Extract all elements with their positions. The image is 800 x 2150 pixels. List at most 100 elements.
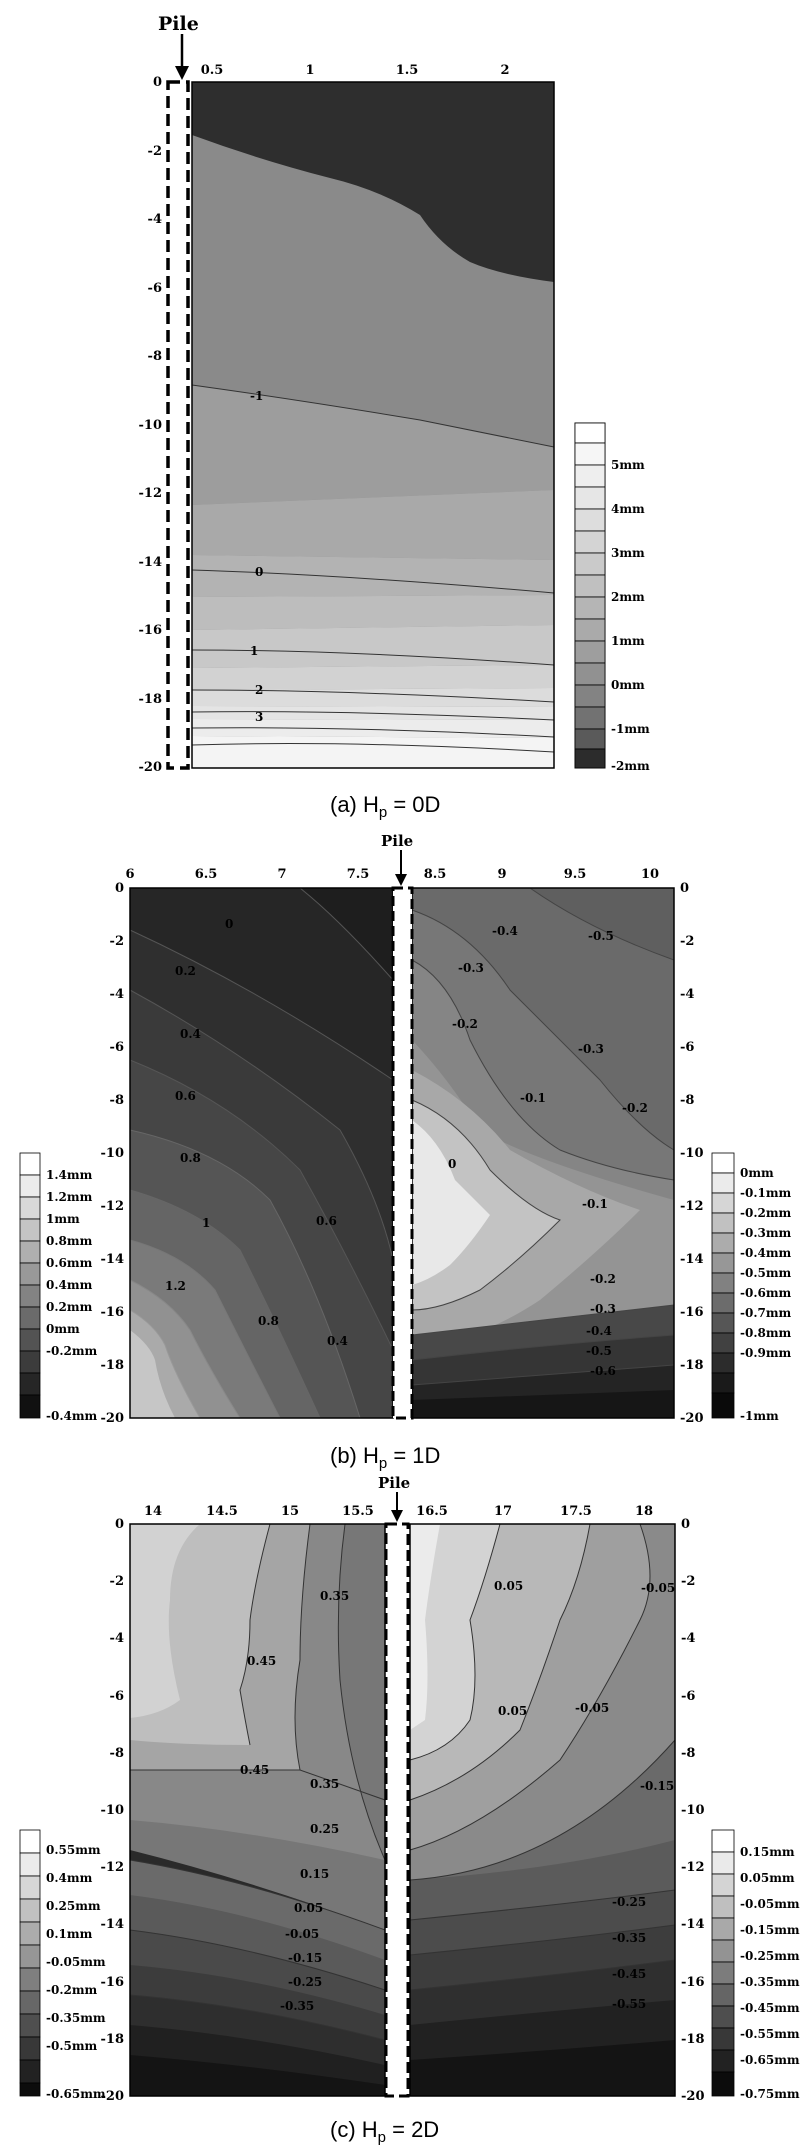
panel-c-legend-left: 0.55mm 0.4mm 0.25mm 0.1mm -0.05mm -0.2mm… [19, 1829, 106, 2101]
legend-label: 5mm [611, 458, 645, 472]
y-tick: -6 [681, 1689, 695, 1704]
x-tick: 1.5 [396, 63, 419, 78]
contour-label: 0.05 [498, 1704, 527, 1718]
contour-label: -0.45 [612, 1967, 646, 1981]
caption-suffix: = 0D [387, 792, 440, 817]
panel-a-pile: Pile [158, 13, 199, 770]
x-tick: 7.5 [347, 867, 370, 882]
legend-label: 0.4mm [46, 1871, 93, 1885]
panel-a-x-ticks: 0.5 1 1.5 2 [201, 63, 510, 78]
panel-b-caption: (b) Hp = 1D [330, 1443, 440, 1472]
contour-label: 0.45 [240, 1763, 269, 1777]
panel-a: -1 0 1 2 3 Pile 0.5 1 1.5 2 0 -2 -4 -6 -… [139, 13, 651, 821]
legend-label: -0.15mm [740, 1923, 800, 1937]
y-tick: -18 [101, 2032, 125, 2047]
caption-sub: p [378, 2129, 386, 2146]
y-tick: -8 [148, 349, 162, 364]
legend-label: -0.3mm [740, 1226, 792, 1240]
legend-label: -0.4mm [740, 1246, 792, 1260]
contour-label: 0.4 [327, 1334, 348, 1348]
legend-label: 1mm [611, 634, 645, 648]
contour-label: 0 [255, 565, 263, 579]
panel-c-right-plot [409, 1523, 676, 2097]
panel-a-contour-labels: -1 0 1 2 3 [250, 389, 263, 724]
y-tick: -4 [148, 212, 162, 227]
x-tick: 0.5 [201, 63, 224, 78]
legend-label: -0.9mm [740, 1346, 792, 1360]
legend-label: 1.4mm [46, 1168, 93, 1182]
panel-c-caption: (c) Hp = 2D [330, 2117, 439, 2146]
legend-label: 0.25mm [46, 1899, 101, 1913]
contour-label: 0.4 [180, 1027, 201, 1041]
y-tick: -8 [680, 1093, 694, 1108]
contour-label: -0.15 [640, 1779, 674, 1793]
legend-label: -0.05mm [740, 1897, 800, 1911]
legend-label: -0.1mm [740, 1186, 792, 1200]
contour-label: 0.2 [175, 964, 196, 978]
y-tick: -20 [680, 1411, 704, 1426]
y-tick: -14 [101, 1252, 125, 1267]
panel-c-x-ticks: 14 14.5 15 15.5 16.5 17 17.5 18 [144, 1504, 653, 1519]
y-tick: -16 [680, 1305, 704, 1320]
y-tick: -14 [680, 1252, 704, 1267]
y-tick: -20 [139, 760, 163, 775]
contour-label: 0 [225, 917, 233, 931]
y-tick: -16 [101, 1305, 125, 1320]
legend-label: -1mm [611, 722, 650, 736]
y-tick: -10 [680, 1146, 704, 1161]
y-tick: -4 [680, 987, 694, 1002]
panel-a-y-ticks: 0 -2 -4 -6 -8 -10 -12 -14 -16 -18 -20 [139, 75, 163, 775]
x-tick: 17.5 [560, 1504, 592, 1519]
contour-label: -0.5 [588, 929, 614, 943]
svg-text:(b) Hp = 1D: (b) Hp = 1D [330, 1443, 440, 1472]
contour-label: 1 [250, 644, 258, 658]
contour-label: 1.2 [165, 1279, 186, 1293]
panel-b-x-ticks: 6 6.5 7 7.5 8.5 9 9.5 10 [125, 867, 659, 882]
y-tick: -2 [110, 934, 124, 949]
legend-label: 0.4mm [46, 1278, 93, 1292]
contour-label: -1 [250, 389, 263, 403]
y-tick: -6 [148, 281, 162, 296]
panel-c-pile: Pile [378, 1474, 410, 2098]
panel-c-contour-labels: 0.35 0.45 0.45 0.35 0.25 0.15 0.05 -0.05… [240, 1579, 675, 2013]
legend-label: -0.65mm [740, 2053, 800, 2067]
y-tick: -20 [101, 1411, 125, 1426]
contour-label: -0.25 [288, 1975, 322, 1989]
y-tick: -18 [680, 1358, 704, 1373]
panel-c: 0.35 0.45 0.45 0.35 0.25 0.15 0.05 -0.05… [19, 1474, 800, 2146]
y-tick: -16 [139, 623, 163, 638]
y-tick: -14 [101, 1917, 125, 1932]
x-tick: 8.5 [424, 867, 447, 882]
contour-label: -0.35 [280, 1999, 314, 2013]
contour-label: -0.2 [622, 1101, 648, 1115]
panel-b-legend-right: 0mm -0.1mm -0.2mm -0.3mm -0.4mm -0.5mm -… [711, 1152, 792, 1423]
contour-label: 0.6 [175, 1089, 196, 1103]
y-tick: -10 [101, 1146, 125, 1161]
x-tick: 18 [635, 1504, 653, 1519]
panel-c-legend-right: 0.15mm 0.05mm -0.05mm -0.15mm -0.25mm -0… [711, 1829, 800, 2101]
contour-label: 0.6 [316, 1214, 337, 1228]
y-tick: -10 [139, 418, 163, 433]
legend-label: 0.8mm [46, 1234, 93, 1248]
x-tick: 9.5 [564, 867, 587, 882]
legend-label: 1mm [46, 1212, 80, 1226]
y-tick: -10 [101, 1803, 125, 1818]
x-tick: 2 [500, 63, 509, 78]
contour-label: 0.8 [180, 1151, 201, 1165]
y-tick: -2 [681, 1574, 695, 1589]
y-tick: -18 [139, 692, 163, 707]
y-tick: -6 [110, 1689, 124, 1704]
y-tick: 0 [681, 1517, 690, 1532]
contour-label: 0.05 [494, 1579, 523, 1593]
y-tick: -18 [101, 1358, 125, 1373]
y-tick: -4 [681, 1631, 695, 1646]
y-tick: -2 [680, 934, 694, 949]
contour-label: -0.4 [492, 924, 518, 938]
y-tick: -20 [101, 2089, 125, 2104]
panel-b-y-ticks-right: 0 -2 -4 -6 -8 -10 -12 -14 -16 -18 -20 [680, 881, 704, 1426]
y-tick: 0 [153, 75, 162, 90]
y-tick: -8 [110, 1093, 124, 1108]
y-tick: -8 [110, 1746, 124, 1761]
contour-label: 0.35 [310, 1777, 339, 1791]
panel-b-left-plot [129, 887, 394, 1419]
